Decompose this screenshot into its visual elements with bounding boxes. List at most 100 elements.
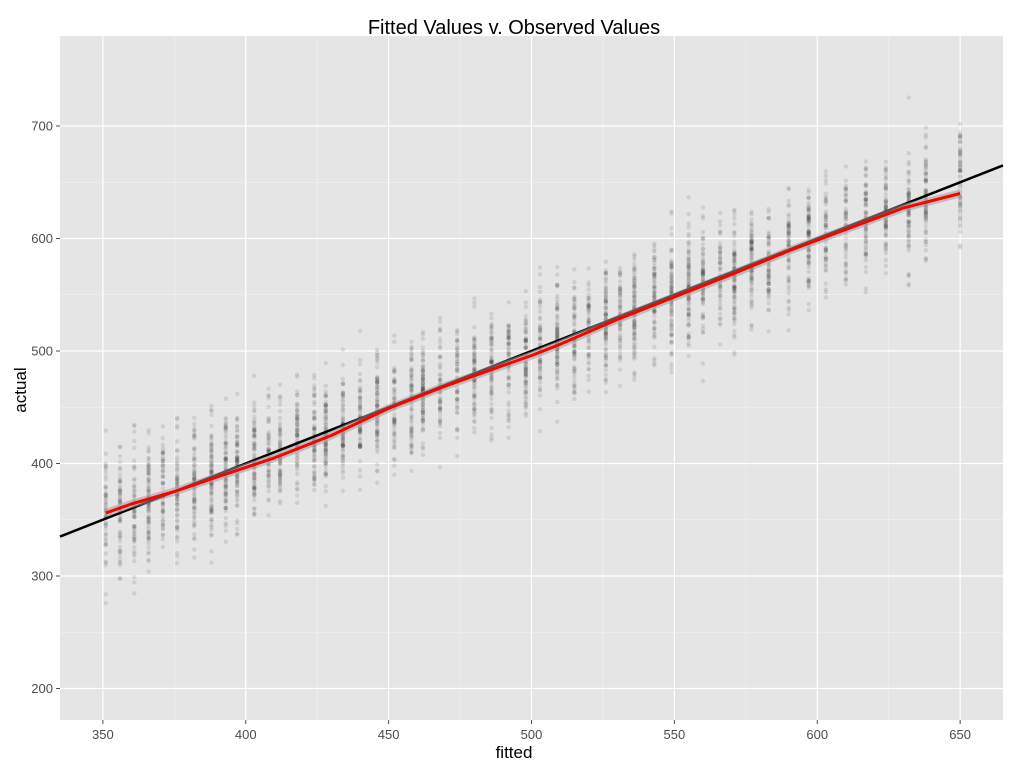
data-point [209,459,214,464]
data-point [103,473,108,479]
data-point [392,380,397,385]
data-point [234,492,240,497]
data-point [392,442,397,447]
data-point [277,475,283,480]
data-point [603,330,608,335]
data-point [357,406,363,411]
x-tick-label: 550 [664,727,686,742]
data-point [160,506,166,511]
data-point [160,481,166,486]
data-point [632,322,637,328]
data-point [506,350,511,355]
data-point [357,441,363,446]
data-point [472,400,477,405]
data-point [312,391,317,396]
data-point [146,476,151,481]
data-point [392,445,397,451]
data-point [209,469,214,474]
data-point [312,448,317,453]
data-point [374,383,380,388]
data-point [420,352,426,358]
data-point [160,449,166,454]
data-point [420,367,426,373]
data-point [323,471,328,476]
data-point [223,417,228,422]
data-point [340,437,346,442]
data-point [472,336,477,342]
data-point [252,506,257,511]
data-point [277,427,283,432]
data-point [420,385,426,390]
data-point [132,510,137,516]
data-point [252,418,257,423]
data-point [766,289,771,294]
data-point [223,441,228,446]
data-point [294,401,300,407]
data-point [117,478,123,483]
data-point [392,457,397,463]
data-point [537,316,543,322]
data-point [174,468,180,473]
data-point [312,427,317,432]
data-point [277,438,283,443]
data-point [392,390,397,396]
data-point [252,506,257,511]
data-point [103,469,108,474]
data-point [732,301,737,307]
data-point [223,539,228,545]
data-point [374,429,380,434]
data-point [252,429,257,434]
data-point [472,409,477,415]
data-point [700,267,706,272]
data-point [174,447,180,453]
data-point [103,522,108,527]
data-point [586,373,591,378]
data-point [266,449,271,454]
data-point [223,481,228,487]
data-point [472,419,477,424]
data-point [523,304,528,310]
data-point [174,551,180,556]
data-point [252,473,257,478]
data-point [632,377,637,383]
data-point [786,238,791,244]
data-point [437,408,443,413]
data-point [572,302,577,308]
data-point [234,483,240,488]
data-point [472,360,477,366]
data-point [312,470,317,475]
data-point [357,404,363,409]
data-point [132,465,137,470]
data-point [340,438,346,443]
data-point [906,172,911,178]
data-point [572,296,577,301]
data-point [586,319,591,324]
y-tick-label: 400 [31,456,53,471]
data-point [209,433,214,438]
data-point [374,397,380,403]
data-point [409,376,414,382]
data-point [146,470,151,476]
data-point [234,526,240,532]
data-point [277,478,283,483]
data-point [117,499,123,505]
data-point [323,403,328,408]
data-point [586,266,591,271]
data-point [409,449,414,455]
data-point [312,415,317,421]
data-point [863,264,869,270]
data-point [277,421,283,426]
data-point [146,545,151,550]
data-point [340,488,346,494]
data-point [700,216,706,221]
data-point [294,407,300,412]
data-point [603,346,608,352]
data-point [252,493,257,498]
data-point [472,346,477,351]
data-point [266,473,271,478]
data-point [357,357,363,363]
data-point [312,448,317,453]
data-point [392,444,397,450]
data-point [146,477,151,483]
data-point [749,301,754,307]
